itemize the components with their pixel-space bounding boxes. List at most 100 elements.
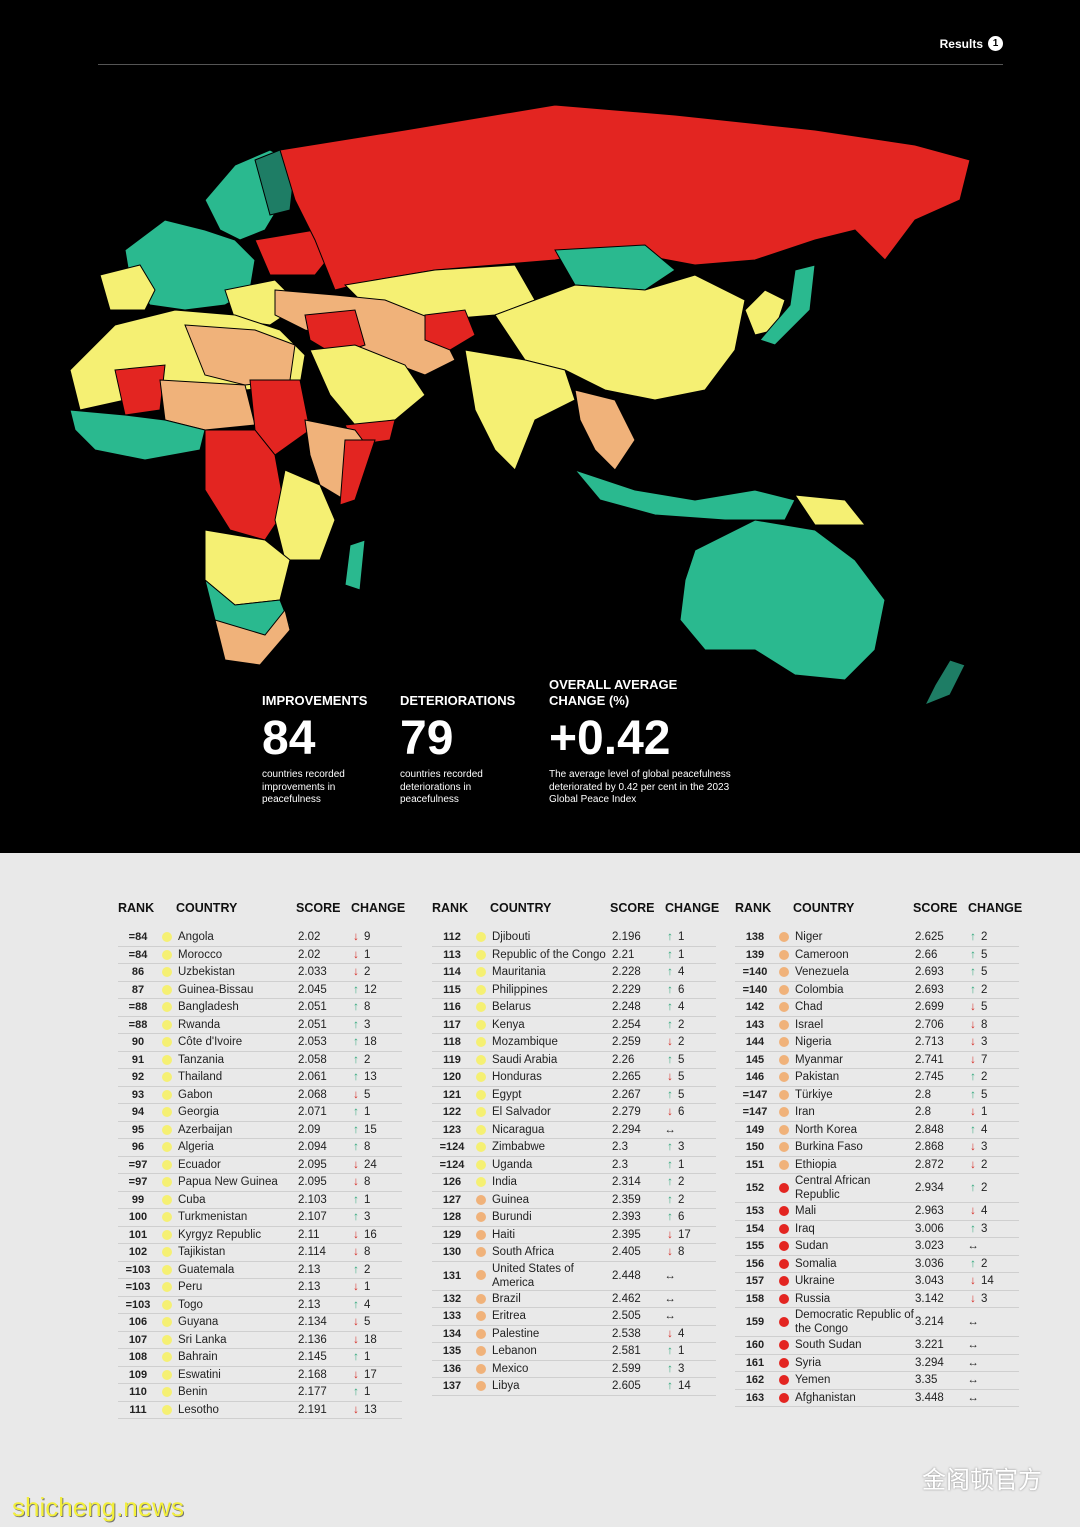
arrow-down-icon: ↓	[353, 1281, 359, 1294]
peace-level-dot	[476, 1124, 486, 1135]
table-row: 135 Lebanon 2.581 ↑ 1	[432, 1342, 716, 1361]
peace-level-cell	[158, 981, 178, 999]
table-row: =124 Zimbabwe 2.3 ↑ 3	[432, 1138, 716, 1157]
peace-level-cell	[472, 1290, 492, 1308]
arrow-both-icon: ↔	[967, 1356, 979, 1369]
stat-average-change-description: The average level of global peacefulness…	[549, 769, 731, 805]
peace-level-cell	[472, 1261, 492, 1291]
header-country: COUNTRY	[176, 901, 238, 915]
peace-level-dot	[779, 1107, 789, 1118]
change-cell: ↑ 1	[662, 929, 716, 947]
peace-level-cell	[158, 1226, 178, 1244]
peace-level-cell	[775, 1173, 795, 1203]
table-row: 144 Nigeria 2.713 ↓ 3	[735, 1033, 1019, 1052]
rank-cell: 160	[735, 1336, 775, 1355]
change-cell: ↓ 4	[662, 1325, 716, 1343]
section-label: Results	[939, 36, 983, 51]
score-cell: 2.3	[612, 1138, 662, 1157]
change-cell: ↑ 14	[662, 1377, 716, 1396]
arrow-up-icon: ↑	[667, 966, 673, 979]
rank-cell: 151	[735, 1156, 775, 1174]
country-cell: Tanzania	[178, 1051, 298, 1069]
change-value: 3	[678, 1141, 685, 1154]
score-cell: 2.051	[298, 1016, 348, 1034]
header-score: SCORE	[296, 901, 341, 915]
arrow-up-icon: ↑	[667, 931, 673, 944]
change-value: 8	[364, 1141, 371, 1154]
country-cell: Venezuela	[795, 963, 915, 982]
rank-cell: 134	[432, 1325, 472, 1343]
table-row: 114 Mauritania 2.228 ↑ 4	[432, 963, 716, 982]
arrow-up-icon: ↑	[667, 948, 673, 961]
table-row: 138 Niger 2.625 ↑ 2	[735, 929, 1019, 947]
table-row: 99 Cuba 2.103 ↑ 1	[118, 1191, 402, 1209]
country-cell: Gabon	[178, 1086, 298, 1104]
rank-cell: 93	[118, 1086, 158, 1104]
score-cell: 2.09	[298, 1121, 348, 1139]
change-cell: ↑ 4	[662, 998, 716, 1017]
rank-cell: 152	[735, 1173, 775, 1203]
rank-cell: 158	[735, 1290, 775, 1308]
peace-level-dot	[162, 967, 172, 978]
peace-level-dot	[476, 1247, 486, 1258]
change-value: 4	[981, 1205, 988, 1218]
arrow-both-icon: ↔	[967, 1316, 979, 1328]
score-cell: 2.071	[298, 1103, 348, 1122]
change-value: 18	[364, 1333, 377, 1346]
peace-level-cell	[158, 1278, 178, 1297]
map-region-south-africa	[214, 608, 291, 666]
peace-level-dot	[476, 1363, 486, 1374]
peace-level-dot	[779, 1241, 789, 1252]
change-value: 2	[981, 983, 988, 996]
country-cell: Eswatini	[178, 1366, 298, 1384]
rank-cell: 115	[432, 981, 472, 999]
table-row: =140 Colombia 2.693 ↑ 2	[735, 981, 1019, 999]
change-cell: ↑ 12	[348, 981, 402, 999]
country-cell: Chad	[795, 998, 915, 1017]
arrow-up-icon: ↑	[667, 1018, 673, 1031]
rankings-column-3: RANK COUNTRY SCORE CHANGE 138 Niger 2.625 ↑ 2 139…	[735, 897, 1028, 1407]
arrow-up-icon: ↑	[353, 1386, 359, 1399]
country-cell: Niger	[795, 929, 915, 947]
country-cell: Honduras	[492, 1068, 612, 1087]
table-row: 149 North Korea 2.848 ↑ 4	[735, 1121, 1019, 1139]
table-row: =103 Togo 2.13 ↑ 4	[118, 1296, 402, 1314]
rank-cell: 149	[735, 1121, 775, 1139]
change-value: 8	[364, 1001, 371, 1014]
rank-cell: 142	[735, 998, 775, 1017]
peace-level-cell	[158, 1103, 178, 1122]
peace-level-cell	[472, 1068, 492, 1087]
rankings-column-2: RANK COUNTRY SCORE CHANGE 112 Djibouti 2.196 ↑ 1…	[432, 897, 725, 1396]
score-cell: 2.136	[298, 1331, 348, 1349]
stat-deteriorations: DETERIORATIONS 79 countries recorded det…	[400, 693, 550, 807]
country-cell: Ethiopia	[795, 1156, 915, 1174]
table-row: =97 Papua New Guinea 2.095 ↓ 8	[118, 1173, 402, 1192]
change-value: 5	[678, 1088, 685, 1101]
change-value: 4	[981, 1123, 988, 1136]
peace-level-dot	[779, 1223, 789, 1234]
rank-cell: =103	[118, 1296, 158, 1314]
change-value: 2	[981, 931, 988, 944]
map-region-papua-new-guinea	[793, 494, 867, 526]
change-cell: ↑ 15	[348, 1121, 402, 1139]
table-row: 153 Mali 2.963 ↓ 4	[735, 1202, 1019, 1221]
score-cell: 2.848	[915, 1121, 965, 1139]
change-value: 14	[678, 1380, 691, 1393]
peace-level-cell	[158, 1173, 178, 1192]
peace-level-dot	[476, 1212, 486, 1223]
rank-cell: 113	[432, 946, 472, 964]
table-row: 113 Republic of the Congo 2.21 ↑ 1	[432, 946, 716, 964]
table-row: 160 South Sudan 3.221 ↔	[735, 1336, 1019, 1355]
change-value: 1	[678, 931, 685, 944]
peace-level-cell	[472, 1173, 492, 1192]
rankings-table: =84 Angola 2.02 ↓ 9 =84 Morocco 2.02 ↓ 1 86 Uzbekis…	[118, 929, 402, 1419]
change-cell: ↔	[662, 1121, 716, 1139]
peace-level-dot	[779, 1258, 789, 1269]
peace-level-dot	[162, 1299, 172, 1310]
score-cell: 2.228	[612, 963, 662, 982]
change-value: 13	[364, 1403, 377, 1416]
rank-cell: 108	[118, 1348, 158, 1367]
map-region-iberia	[99, 264, 156, 311]
arrow-up-icon: ↑	[667, 1345, 673, 1358]
change-value: 3	[981, 1222, 988, 1235]
